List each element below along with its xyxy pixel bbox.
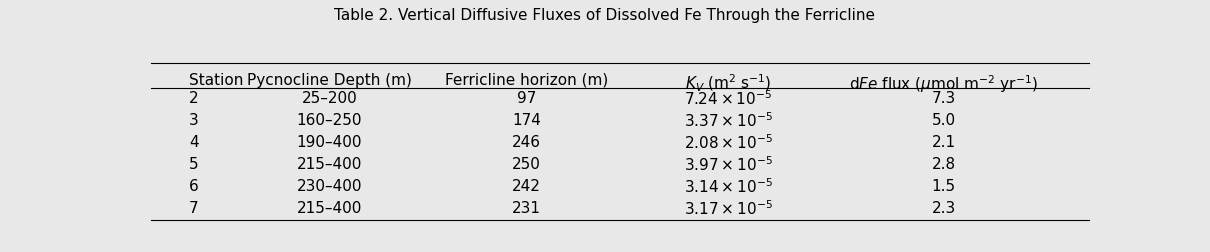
Text: 5: 5 [189,157,198,172]
Text: 7: 7 [189,201,198,216]
Text: $3.17\times10^{-5}$: $3.17\times10^{-5}$ [684,199,772,218]
Text: 2.3: 2.3 [932,201,956,216]
Text: 231: 231 [512,201,541,216]
Text: 215–400: 215–400 [296,157,362,172]
Text: 190–400: 190–400 [296,135,362,150]
Text: 2: 2 [189,91,198,106]
Text: 97: 97 [517,91,536,106]
Text: Ferricline horizon (m): Ferricline horizon (m) [445,73,607,88]
Text: $3.97\times10^{-5}$: $3.97\times10^{-5}$ [684,155,772,174]
Text: 1.5: 1.5 [932,179,956,194]
Text: 250: 250 [512,157,541,172]
Text: Pycnocline Depth (m): Pycnocline Depth (m) [247,73,411,88]
Text: 4: 4 [189,135,198,150]
Text: $2.08\times10^{-5}$: $2.08\times10^{-5}$ [684,133,772,152]
Text: 7.3: 7.3 [932,91,956,106]
Text: d$\it{Fe}$ flux ($\mu$mol m$^{-2}$ yr$^{-1}$): d$\it{Fe}$ flux ($\mu$mol m$^{-2}$ yr$^{… [849,73,1038,95]
Text: 2.8: 2.8 [932,157,956,172]
Text: 6: 6 [189,179,198,194]
Text: 3: 3 [189,113,198,128]
Text: Table 2. Vertical Diffusive Fluxes of Dissolved Fe Through the Ferricline: Table 2. Vertical Diffusive Fluxes of Di… [334,8,876,23]
Text: $K_V$ (m$^2$ s$^{-1}$): $K_V$ (m$^2$ s$^{-1}$) [685,73,771,94]
Text: 246: 246 [512,135,541,150]
Text: 2.1: 2.1 [932,135,956,150]
Text: 174: 174 [512,113,541,128]
Text: 25–200: 25–200 [301,91,357,106]
Text: 215–400: 215–400 [296,201,362,216]
Text: 160–250: 160–250 [296,113,362,128]
Text: $3.14\times10^{-5}$: $3.14\times10^{-5}$ [684,177,772,196]
Text: 242: 242 [512,179,541,194]
Text: Station: Station [189,73,243,88]
Text: 230–400: 230–400 [296,179,362,194]
Text: $7.24\times10^{-5}$: $7.24\times10^{-5}$ [684,89,772,108]
Text: $3.37\times10^{-5}$: $3.37\times10^{-5}$ [684,111,772,130]
Text: 5.0: 5.0 [932,113,956,128]
